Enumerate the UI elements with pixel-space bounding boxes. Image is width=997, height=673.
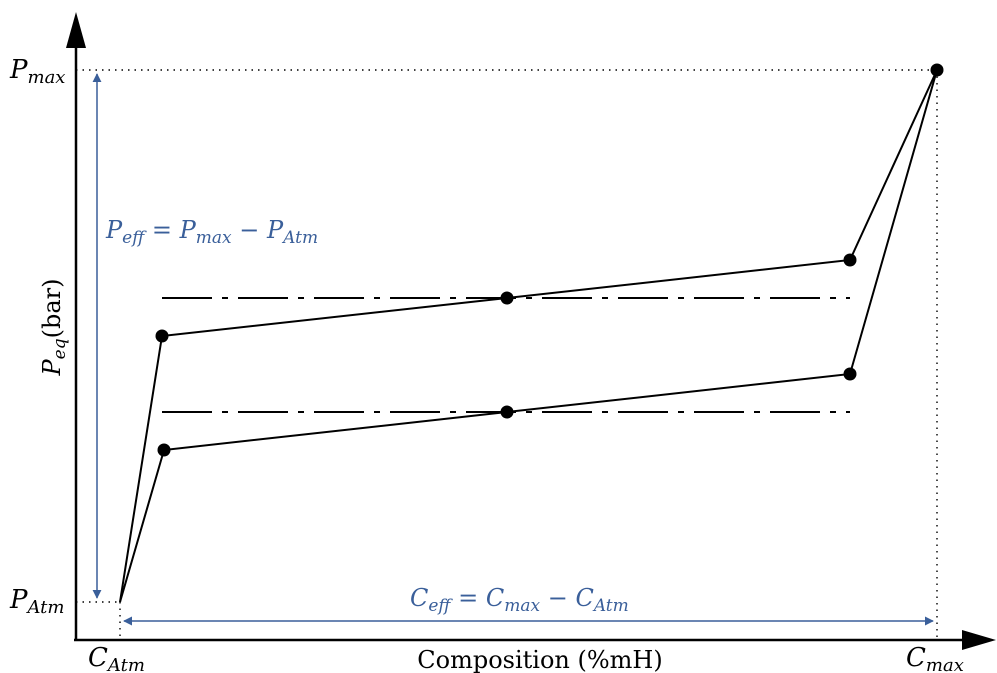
isotherm-point — [155, 329, 169, 343]
isotherm-point — [843, 367, 857, 381]
absorption-isotherm-curve — [119, 69, 938, 603]
isotherm-point — [157, 443, 171, 457]
isotherm-point — [930, 63, 944, 77]
p-eff-equation: Peff = Pmax − PAtm — [105, 216, 318, 248]
y-axis-arrowhead — [66, 12, 86, 48]
x-axis-title: Composition (%mH) — [417, 646, 662, 673]
desorption-isotherm-curve — [119, 69, 938, 603]
isotherm-point — [500, 291, 514, 305]
p-max-label: Pmax — [9, 55, 65, 88]
c-eff-equation: Ceff = Cmax − CAtm — [410, 584, 629, 616]
c-atm-label: CAtm — [88, 643, 145, 673]
c-max-label: Cmax — [906, 643, 964, 673]
x-axis-arrowhead — [962, 630, 996, 650]
y-axis-title: Peq(bar) — [38, 279, 70, 377]
isotherm-point — [500, 405, 514, 419]
isotherm-point — [843, 253, 857, 267]
p-atm-label: PAtm — [9, 585, 64, 618]
